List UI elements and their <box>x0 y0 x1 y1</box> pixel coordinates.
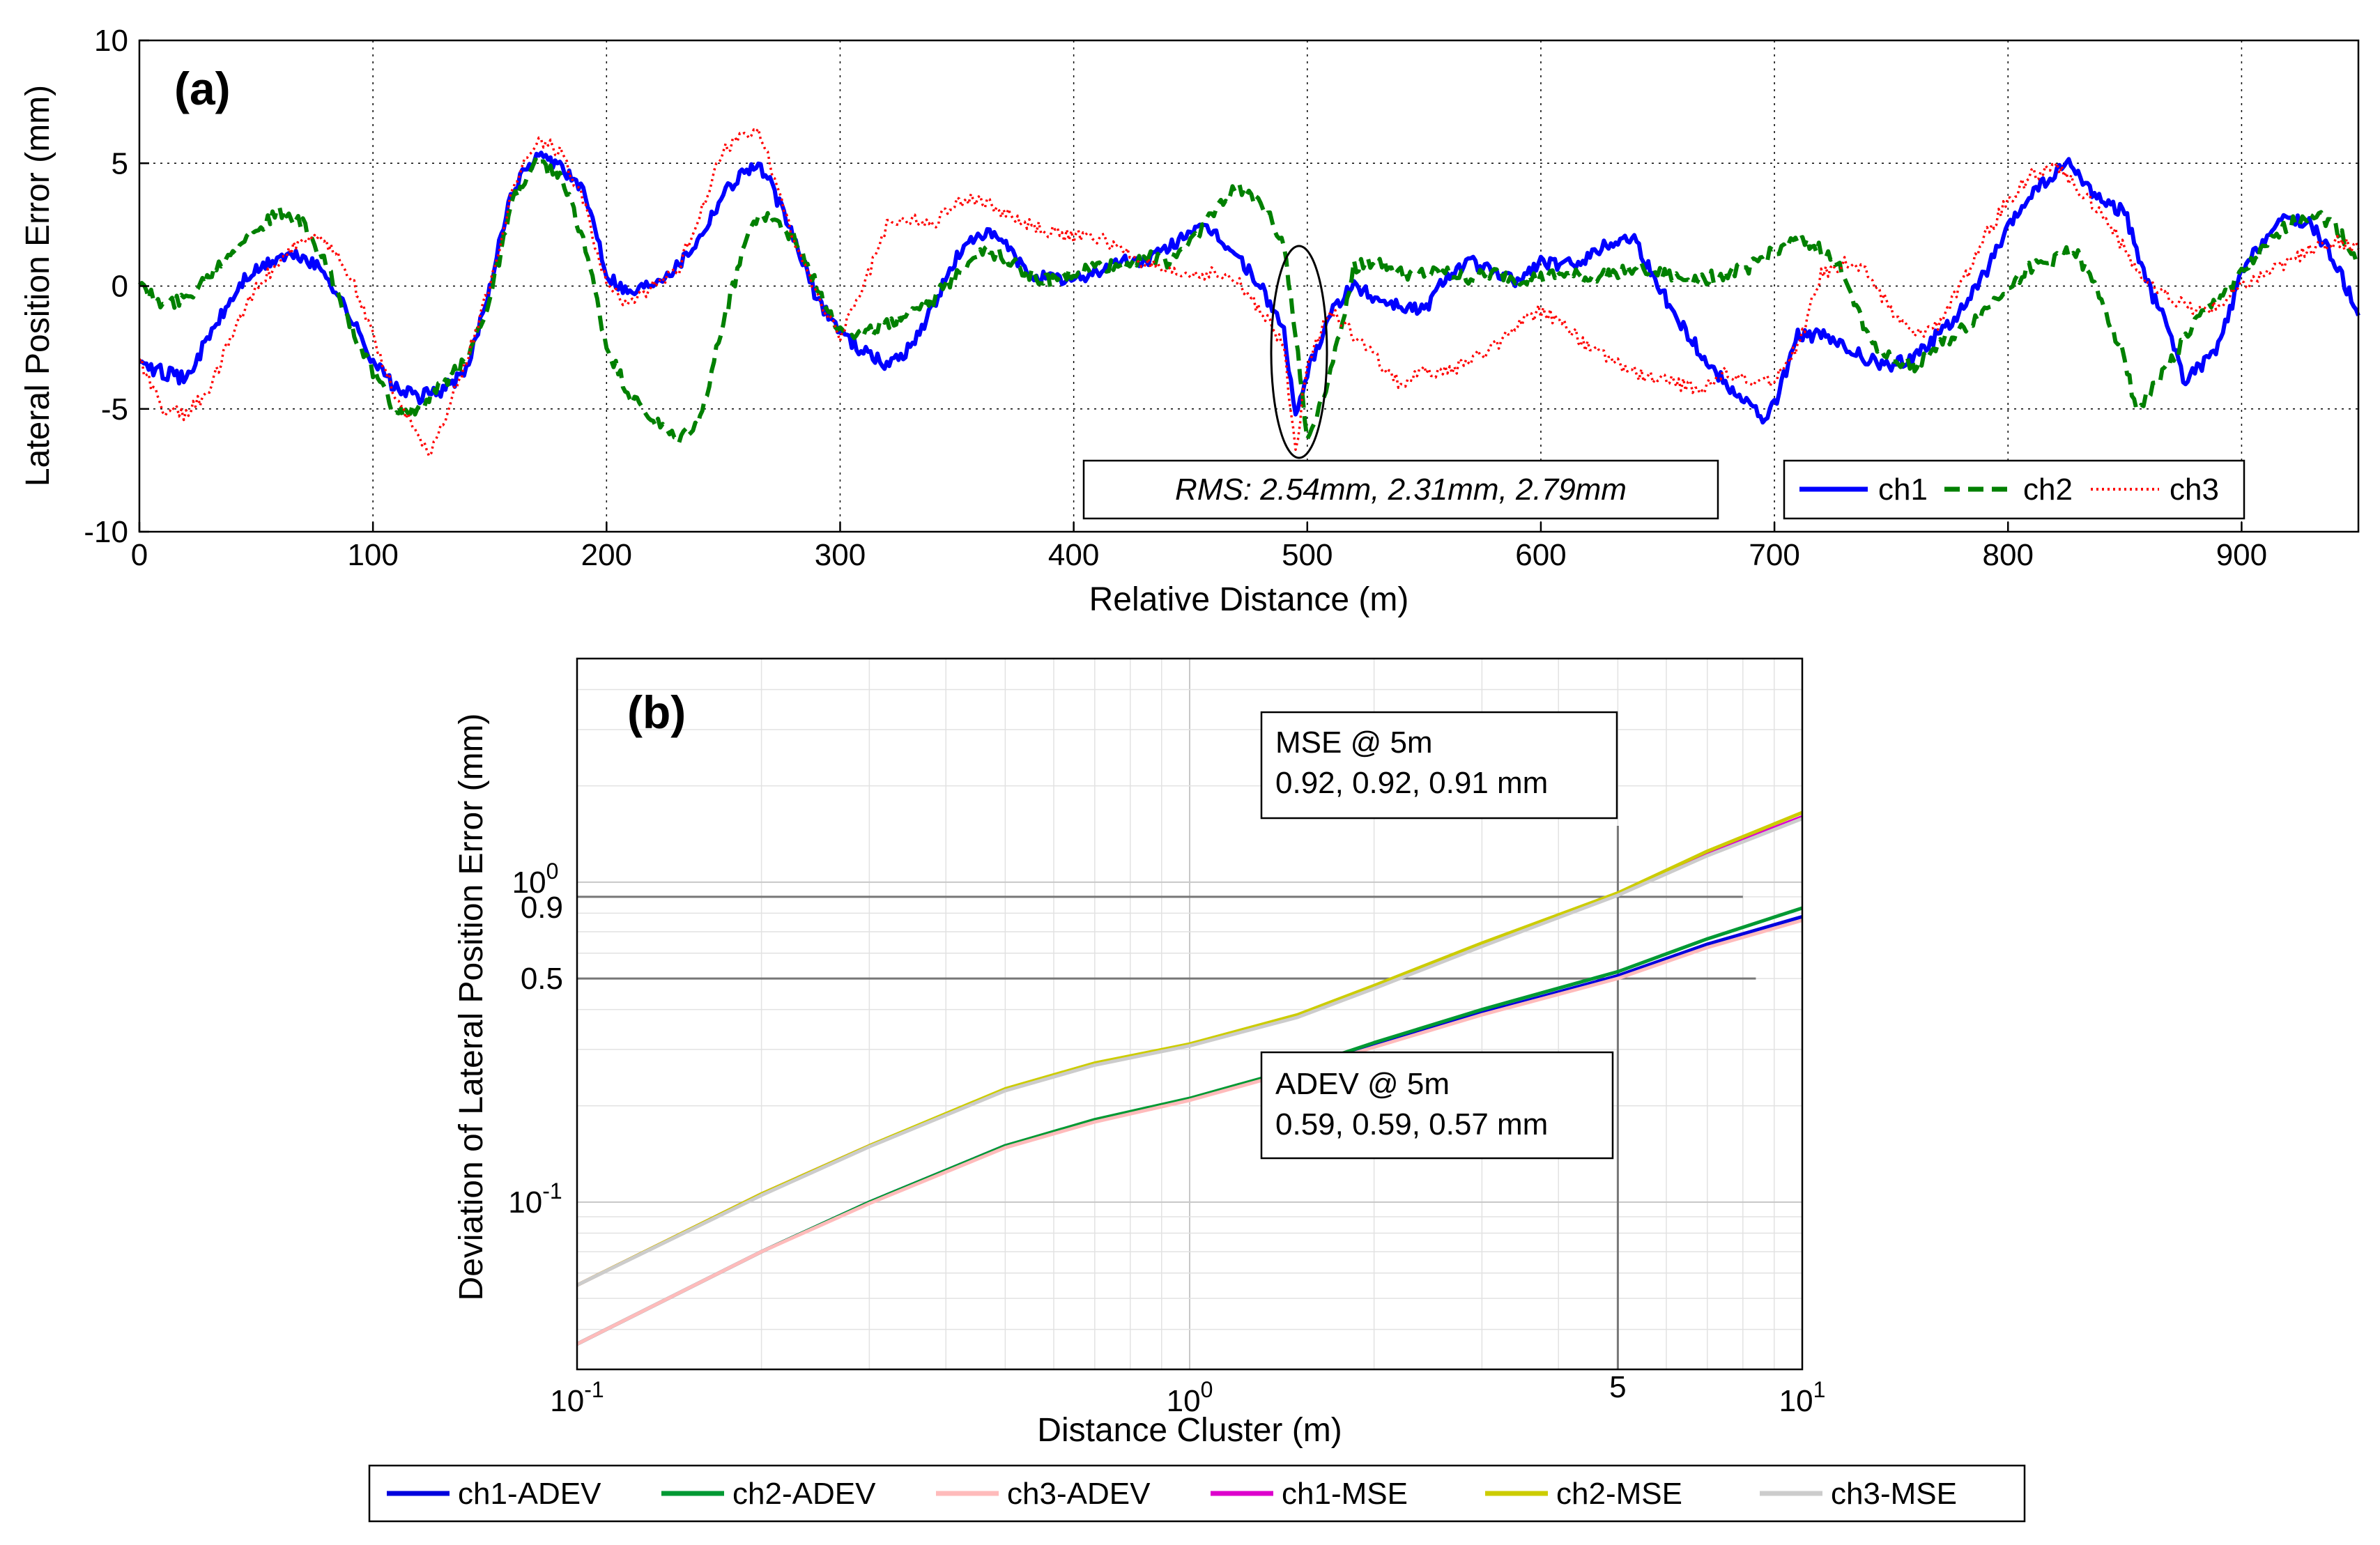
panel-b-x-axis-label: Distance Cluster (m) <box>1037 1412 1342 1449</box>
panel-a-y-tick-label: 5 <box>112 146 128 180</box>
panel-b-y-tick-label: 100 <box>512 859 559 900</box>
rms-annotation-box <box>1082 459 1719 520</box>
legend-label-ch3-ADEV: ch3-ADEV <box>1007 1477 1151 1511</box>
legend-label-ch1-MSE: ch1-MSE <box>1282 1477 1408 1511</box>
legend-label-ch3-MSE: ch3-MSE <box>1831 1477 1957 1511</box>
legend-label-ch2-MSE: ch2-MSE <box>1556 1477 1682 1511</box>
panel-a-series <box>138 128 2360 458</box>
panel-b-legend-box <box>368 1464 2026 1523</box>
panel-a-y-tick-label: -5 <box>101 392 128 426</box>
panel-b-y-axis-label: Deviation of Lateral Position Error (mm) <box>453 714 490 1301</box>
series-ch3-ADEV-line <box>576 918 1803 1346</box>
legend-label-ch1-ADEV: ch1-ADEV <box>458 1477 601 1511</box>
panel-a-x-tick-label: 700 <box>1749 538 1799 572</box>
panel-b: 10-1 100 101 5 100 10-1 0.9 0.5 (b) Distance C… <box>453 657 1825 1449</box>
legend-label-ch2: ch2 <box>2023 472 2073 507</box>
series-ch2-line <box>138 155 2359 445</box>
panel-b-plot-frame <box>576 657 1804 1371</box>
highlight-ellipse <box>1270 245 1328 459</box>
panel-b-x-ref-label: 5 <box>1609 1370 1626 1404</box>
panel-a-label: (a) <box>174 63 231 114</box>
panel-a-legend: ch1 ch2 ch3 <box>1783 459 2245 520</box>
panel-a-x-tick-label: 900 <box>2216 538 2267 572</box>
panel-b-y-tick-labels: 100 10-1 0.9 0.5 <box>508 859 563 1220</box>
legend-label-ch2-ADEV: ch2-ADEV <box>732 1477 876 1511</box>
adev-annotation-box <box>1260 1051 1614 1160</box>
mse-annotation-title: MSE @ 5m <box>1275 725 1433 760</box>
panel-b-reference-lines <box>577 826 1756 1369</box>
series-ch3-MSE-line <box>576 817 1803 1287</box>
panel-a-grid <box>139 40 2358 532</box>
panel-b-y-ref-label-0.9: 0.9 <box>521 891 563 925</box>
panel-a-x-tick-label: 200 <box>581 538 632 572</box>
adev-annotation-values: 0.59, 0.59, 0.57 mm <box>1275 1107 1548 1142</box>
panel-a-y-tick-label: -10 <box>84 515 128 549</box>
panel-b-y-tick-label: 10-1 <box>508 1178 562 1220</box>
panel-a-x-tick-label: 300 <box>815 538 866 572</box>
adev-annotation-title: ADEV @ 5m <box>1275 1067 1450 1101</box>
panel-a-y-axis-label: Lateral Position Error (mm) <box>20 85 56 486</box>
panel-b-x-tick-label: 10-1 <box>550 1377 604 1418</box>
rms-annotation: RMS: 2.54mm, 2.31mm, 2.79mm <box>1175 472 1627 507</box>
mse-annotation-box <box>1260 711 1618 820</box>
panel-a-x-tick-label: 800 <box>1983 538 2034 572</box>
panel-b-legend-items: ch1-ADEV ch2-ADEV ch3-ADEV ch1-MSE ch2-MSE ch… <box>387 1477 1957 1511</box>
panel-a-x-tick-label: 500 <box>1282 538 1333 572</box>
mse-annotation-values: 0.92, 0.92, 0.91 mm <box>1275 766 1548 800</box>
panel-b-legend: ch1-ADEV ch2-ADEV ch3-ADEV ch1-MSE ch2-MSE ch… <box>368 1464 2026 1523</box>
panel-a-x-tick-label: 600 <box>1515 538 1566 572</box>
panel-a-x-axis-label: Relative Distance (m) <box>1089 581 1409 618</box>
series-ch3-line <box>138 128 2360 458</box>
legend-label-ch1: ch1 <box>1878 472 1928 507</box>
panel-a-x-tick-label: 100 <box>347 538 398 572</box>
panel-a: 0 100 200 300 400 500 600 700 800 900 10 5 0 -5 -10 (… <box>20 24 2360 618</box>
panel-b-x-tick-labels: 10-1 100 101 5 <box>550 1370 1825 1418</box>
panel-b-y-ref-label-0.5: 0.5 <box>521 962 563 996</box>
panel-a-y-tick-label: 0 <box>112 270 128 304</box>
legend-label-ch3: ch3 <box>2170 472 2219 507</box>
panel-a-y-tick-label: 10 <box>94 24 128 58</box>
panel-a-x-tick-label: 400 <box>1048 538 1099 572</box>
panel-a-y-tick-labels: 10 5 0 -5 -10 <box>84 24 149 549</box>
panel-a-x-tick-label: 0 <box>131 538 148 572</box>
panel-a-x-tick-labels: 0 100 200 300 400 500 600 700 800 900 <box>131 522 2267 572</box>
panel-b-label: (b) <box>627 686 686 738</box>
panel-b-series <box>576 810 1803 1346</box>
series-ch1-line <box>139 151 2360 425</box>
panel-b-x-tick-label: 101 <box>1779 1377 1826 1418</box>
panel-b-x-tick-label: 100 <box>1167 1377 1213 1418</box>
